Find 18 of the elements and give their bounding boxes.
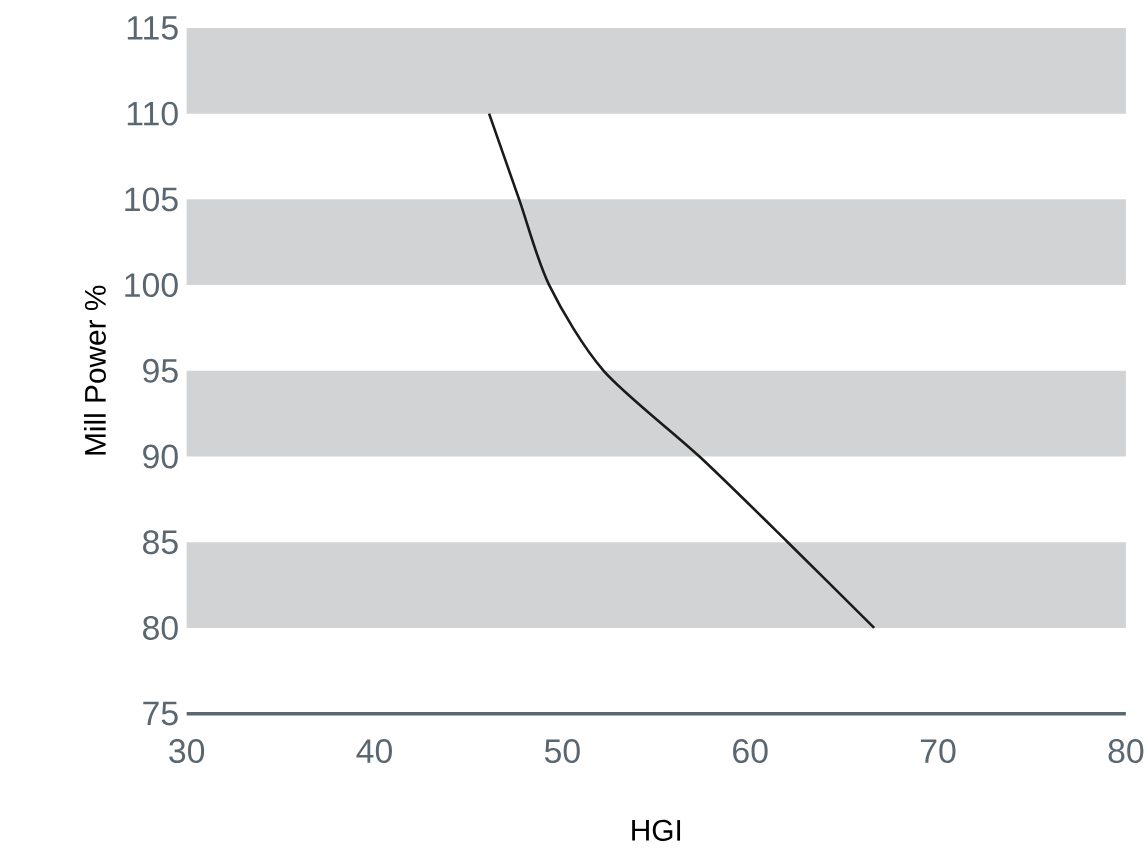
y-tick-label: 110 <box>127 101 178 126</box>
x-tick-label: 50 <box>544 738 580 763</box>
x-tick-label: 70 <box>920 738 956 763</box>
y-tick-label: 100 <box>125 272 178 297</box>
y-tick-label: 105 <box>125 187 178 212</box>
x-tick-label: 40 <box>356 738 392 763</box>
y-axis-title: Mill Power % <box>84 285 106 455</box>
y-tick-label: 95 <box>143 358 178 383</box>
x-tick-label: 30 <box>169 738 205 763</box>
y-tick-label: 115 <box>127 15 178 40</box>
y-tick-label: 85 <box>143 530 178 554</box>
y-tick-label: 90 <box>143 444 178 469</box>
y-tick-label: 75 <box>143 701 178 726</box>
y-tick-label: 80 <box>143 615 178 640</box>
x-axis-title: HGI <box>632 819 681 841</box>
line-series <box>487 112 876 630</box>
x-tick-label: 80 <box>1108 738 1144 763</box>
x-tick-label: 60 <box>733 738 768 763</box>
